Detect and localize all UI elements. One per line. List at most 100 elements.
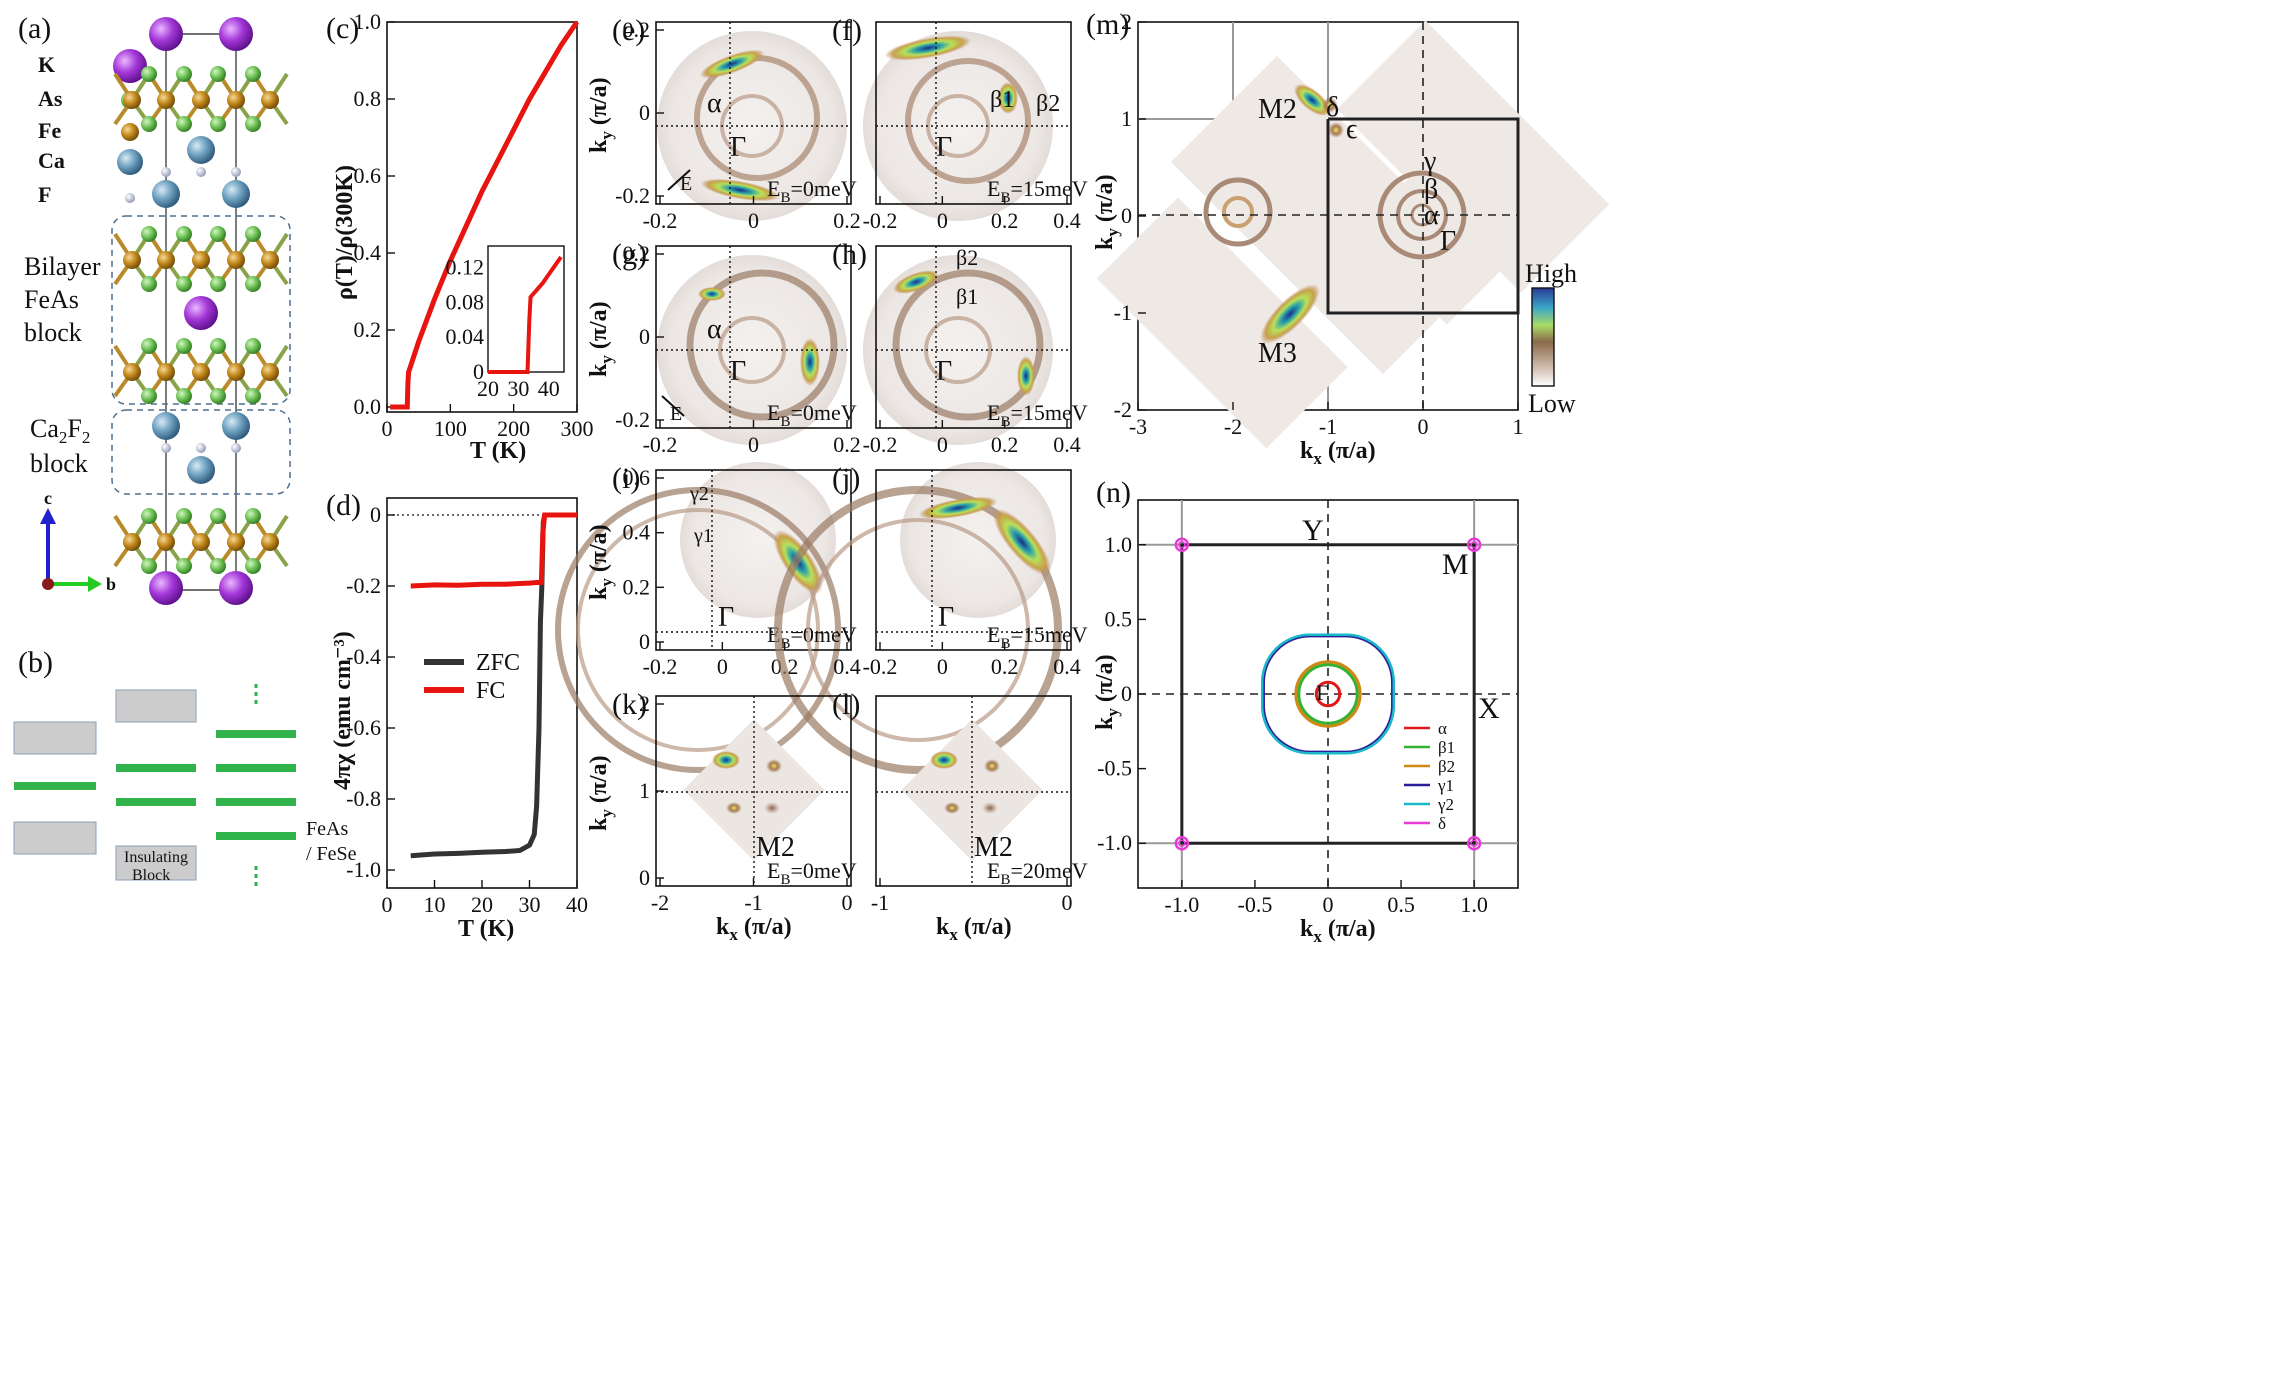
colorbar-low: Low [1528,389,1576,418]
panel-g-label: (g) [612,238,647,271]
legend-α: α [1438,719,1447,738]
y-tick-label: -0.2 [346,573,381,598]
Fe-atom [157,251,175,269]
intensity-hotspot [766,759,782,773]
x-tick-label: 0 [382,892,393,917]
As-atom [141,558,157,574]
inset-y-tick-label: 0.04 [446,324,485,349]
As-atom [245,388,261,404]
intensity-hotspot [884,35,972,61]
y-tick-label: 2 [1121,9,1132,34]
inset-y-tick-label: 0.12 [446,254,485,279]
rho-inset-curve [488,255,563,374]
binding-energy-label: EB=0meV [767,400,857,430]
fermi-arc [892,269,1044,421]
y-tick-label: 0.2 [623,241,651,266]
Fe-atom [157,533,175,551]
y-tick-label: 0.6 [354,163,382,188]
fermi-arc [555,487,841,773]
atom-legend: K As Fe Ca F [38,49,147,207]
y-tick-label: 0.2 [354,317,382,342]
intensity-hotspot [944,802,960,814]
x-tick-label: 0 [748,208,759,233]
K-atom [219,17,253,51]
bilayer-block-box [111,215,291,405]
As-atom [245,558,261,574]
legend-γ1: γ1 [1437,776,1454,795]
As-atom [176,226,192,242]
y-tick-label: 0.8 [354,86,382,111]
insulating-label-2: Block [132,867,170,884]
F-atom [231,443,241,453]
panel-n-label: (n) [1096,476,1131,509]
As-atom [245,66,261,82]
intensity-hotspot [992,508,1052,576]
legend-K-atom-icon [113,49,147,83]
inset-x-tick-label: 20 [477,376,499,401]
As-atom [210,276,226,292]
panel-f-label: (f) [832,14,862,47]
legend-fc: FC [476,678,505,704]
x-tick-label: -2 [651,890,669,915]
fermi-surface-γ2 [1260,633,1396,755]
bilayer-label-3: block [24,318,82,347]
panel-a-structure: (a) K As Fe Ca F Bilayer FeAs block Ca2F… [18,12,291,605]
m-label-alpha: α [1424,200,1439,231]
y-tick-label: 0.0 [354,394,382,419]
Ca-atom [152,412,180,440]
label-E-g: E [670,403,682,425]
y-tick-label: -2 [1114,397,1132,422]
fermi-arc [905,58,1031,184]
legend-δ: δ [1438,814,1446,833]
ky-axis-label: ky (π/a) [586,77,616,153]
panel-a-label: (a) [18,12,51,45]
y-tick-label: 1.0 [1105,532,1133,557]
colorbar-high: High [1525,259,1577,288]
Fe-atom [261,251,279,269]
x-tick-label: 0.4 [1053,208,1081,233]
As-atom [141,226,157,242]
Fe-atom [261,363,279,381]
gamma-point-label: Γ [718,602,734,633]
intensity-hotspot [1017,356,1035,396]
feas-layer [216,764,296,772]
y-tick-label: 0 [639,629,650,654]
label-beta1-h: β1 [956,284,978,309]
arpes-frame [875,21,1072,205]
delta-pocket [1466,537,1482,553]
F-atom [161,443,171,453]
ca2f2-label: Ca2F2 [30,414,90,447]
x-tick-label: 0 [937,432,948,457]
x-tick-label: 0.2 [991,432,1019,457]
plot-m-xlabel: kx (π/a) [1300,438,1376,468]
x-tick-label: 0.4 [1053,654,1081,679]
As-atom [176,388,192,404]
F-atom [196,443,206,453]
arpes-panel-f: (f) -0.2 0 0.2 0.4EB=15meV Γ [832,14,1088,233]
panel-h-label: (h) [832,238,867,271]
panel-j-label: (j) [832,462,860,495]
insulating-label-1: Insulating [124,849,188,866]
label-alpha-g: α [707,314,722,345]
x-tick-label: 0 [842,890,853,915]
y-tick-label: 0 [639,324,650,349]
plot-c-inset-ticks: 20 30 40 0 0.04 0.08 0.12 [446,254,560,401]
gamma-point-label: Γ [936,356,952,387]
binding-energy-label: EB=20meV [987,858,1088,888]
y-tick-label: 0.2 [623,17,651,42]
plot-m-ylabel: ky (π/a) [1092,174,1122,250]
fermi-arc [718,316,786,384]
label-beta2-f: β2 [1036,91,1060,117]
y-tick-label: 1 [1121,106,1132,131]
x-tick-label: -0.2 [643,208,678,233]
y-tick-label: -0.5 [1097,756,1132,781]
y-tick-label: 0 [639,865,650,890]
delta-pocket [1466,835,1482,851]
As-atom [141,508,157,524]
